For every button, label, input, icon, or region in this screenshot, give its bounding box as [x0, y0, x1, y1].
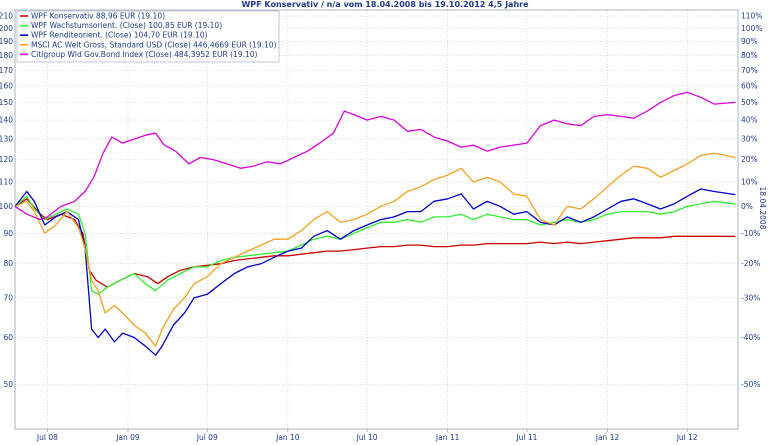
left-tick-label: 210: [0, 12, 13, 21]
left-tick-label: 190: [0, 37, 13, 46]
x-tick-label: Jan 10: [275, 433, 300, 442]
right-tick-label: 60%: [741, 81, 758, 90]
right-tick-label: 110%: [741, 12, 762, 21]
x-tick-label: Jul 10: [356, 433, 378, 442]
left-tick-label: 60: [3, 333, 13, 342]
x-tick-label: Jul 09: [196, 433, 218, 442]
left-tick-label: 130: [0, 135, 13, 144]
series-line-4: [14, 152, 736, 347]
right-tick-label: -30%: [741, 293, 760, 302]
x-tick-label: Jan 11: [435, 433, 460, 442]
grid-lines: [15, 10, 738, 429]
series-line-2: [14, 195, 736, 295]
right-tick-label: -20%: [741, 259, 760, 268]
right-tick-label: 80%: [741, 51, 758, 60]
legend-entry: MSCI AC Welt Gross, Standard USD (Close)…: [31, 40, 277, 49]
left-tick-label: 120: [0, 155, 13, 164]
right-tick-label: -10%: [741, 229, 760, 238]
plot-area: [14, 9, 739, 430]
left-tick-label: 70: [3, 293, 13, 302]
right-tick-label: 70%: [741, 66, 758, 75]
right-tick-label: -50%: [741, 380, 760, 389]
left-tick-label: 140: [0, 116, 13, 125]
right-tick-label: -40%: [741, 333, 760, 342]
side-date-label: 18.04.2008: [758, 187, 767, 230]
legend-entry: WPF Konservativ 88,96 EUR (19.10): [31, 12, 165, 21]
right-tick-label: 40%: [741, 116, 758, 125]
series-lines: [14, 91, 736, 356]
left-tick-label: 150: [0, 98, 13, 107]
right-tick-label: 50%: [741, 98, 758, 107]
left-tick-label: 170: [0, 66, 13, 75]
legend-entry: WPF Renditeorient. (Close) 104,70 EUR (1…: [31, 31, 208, 40]
left-tick-label: 110: [0, 177, 13, 186]
left-tick-label: 90: [3, 229, 13, 238]
series-line-5: [14, 91, 736, 221]
right-tick-label: 30%: [741, 135, 758, 144]
right-tick-label: 20%: [741, 155, 758, 164]
x-tick-label: Jan 12: [595, 433, 620, 442]
x-tick-label: Jul 11: [515, 433, 537, 442]
legend: WPF Konservativ 88,96 EUR (19.10)WPF Wac…: [16, 10, 280, 63]
left-tick-label: 50: [3, 380, 13, 389]
series-line-3: [14, 188, 736, 356]
left-tick-label: 160: [0, 81, 13, 90]
right-tick-label: 0%: [741, 202, 753, 211]
x-axis: Jul 08 Jan 09 Jul 09 Jan 10 Jul 10 Jan 11 Jul …: [36, 429, 698, 442]
left-y-axis: 50 60 70 80 90 100 110 120 130 140 150 160 170 180 190…: [0, 12, 13, 389]
legend-box: [16, 10, 280, 63]
x-tick-label: Jul 08: [36, 433, 58, 442]
left-tick-label: 180: [0, 51, 13, 60]
legend-entry: WPF Wachstumsorient. (Close) 100,85 EUR …: [31, 21, 222, 30]
right-tick-label: 100%: [741, 24, 762, 33]
right-tick-label: 90%: [741, 37, 758, 46]
right-tick-label: 10%: [741, 177, 758, 186]
x-tick-label: Jul 12: [676, 433, 698, 442]
left-tick-label: 100: [0, 202, 13, 211]
left-tick-label: 200: [0, 24, 13, 33]
chart-title: WPF Konservativ / n/a vom 18.04.2008 bis…: [241, 0, 529, 9]
x-tick-label: Jan 09: [115, 433, 140, 442]
right-y-axis: -50% -40% -30% -20% -10% 0% 10% 20% 30% 40% 50% 60%…: [741, 12, 762, 389]
left-tick-label: 80: [3, 259, 13, 268]
legend-entry: Citigroup Wld Gov.Bond Index (Close) 484…: [31, 50, 258, 59]
